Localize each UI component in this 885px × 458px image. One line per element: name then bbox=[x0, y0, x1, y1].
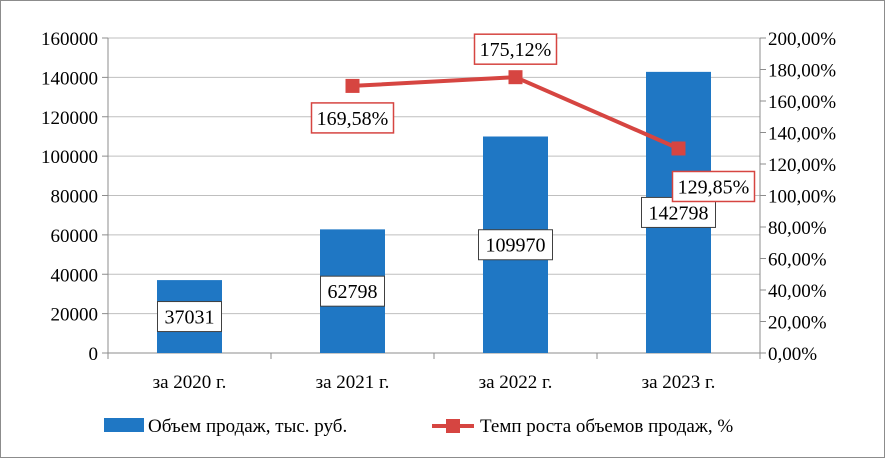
legend-swatch-bars bbox=[104, 418, 144, 432]
y-right-tick-label: 80,00% bbox=[768, 218, 827, 239]
y-right-tick-label: 0,00% bbox=[768, 344, 817, 365]
y-right-tick-label: 60,00% bbox=[768, 250, 827, 271]
legend-swatch-marker bbox=[446, 419, 460, 433]
y-right-tick-label: 40,00% bbox=[768, 281, 827, 302]
bar-value-label: 109970 bbox=[486, 235, 546, 257]
line-value-label: 169,58% bbox=[317, 108, 389, 130]
x-tick-label: за 2021 г. bbox=[316, 372, 390, 393]
bar-value-label: 62798 bbox=[328, 281, 378, 303]
line-label-box-3 bbox=[671, 170, 756, 203]
y-right-tick-label: 100,00% bbox=[768, 187, 836, 208]
x-tick-label: за 2023 г. bbox=[642, 372, 716, 393]
line-point-1 bbox=[345, 78, 360, 93]
y-right-tick-label: 180,00% bbox=[768, 61, 836, 82]
y-right-tick-label: 160,00% bbox=[768, 92, 836, 113]
bar-label-box-2 bbox=[478, 229, 553, 261]
x-tick-label: за 2020 г. bbox=[153, 372, 227, 393]
y-left-tick-label: 40000 bbox=[51, 265, 99, 286]
y-right-tick-label: 20,00% bbox=[768, 313, 827, 334]
y-left-tick-label: 160000 bbox=[41, 29, 98, 50]
line-label-box-2 bbox=[473, 33, 558, 65]
y-right-tick-label: 140,00% bbox=[768, 124, 836, 145]
y-left-tick-label: 60000 bbox=[51, 226, 99, 247]
y-left-tick-label: 120000 bbox=[41, 108, 98, 129]
line-point-2 bbox=[508, 70, 523, 85]
line-value-label: 129,85% bbox=[678, 176, 750, 198]
y-left-tick-label: 80000 bbox=[51, 187, 99, 208]
bar-value-label: 142798 bbox=[649, 202, 709, 224]
line-value-label: 175,12% bbox=[480, 39, 552, 61]
bar-label-box-1 bbox=[320, 275, 385, 307]
y-left-tick-label: 0 bbox=[89, 344, 99, 365]
line-label-box-1 bbox=[310, 102, 395, 134]
y-right-tick-label: 120,00% bbox=[768, 155, 836, 176]
legend-label-line: Темп роста объемов продаж, % bbox=[480, 416, 733, 437]
bar-label-box-0 bbox=[157, 301, 222, 333]
y-left-tick-label: 100000 bbox=[41, 147, 98, 168]
bar-value-label: 37031 bbox=[165, 307, 215, 329]
y-left-tick-label: 140000 bbox=[41, 68, 98, 89]
y-left-tick-label: 20000 bbox=[51, 305, 99, 326]
legend-label-bars: Объем продаж, тыс. руб. bbox=[148, 416, 347, 437]
line-point-3 bbox=[671, 141, 686, 156]
x-tick-label: за 2022 г. bbox=[479, 372, 553, 393]
y-right-tick-label: 200,00% bbox=[768, 29, 836, 50]
